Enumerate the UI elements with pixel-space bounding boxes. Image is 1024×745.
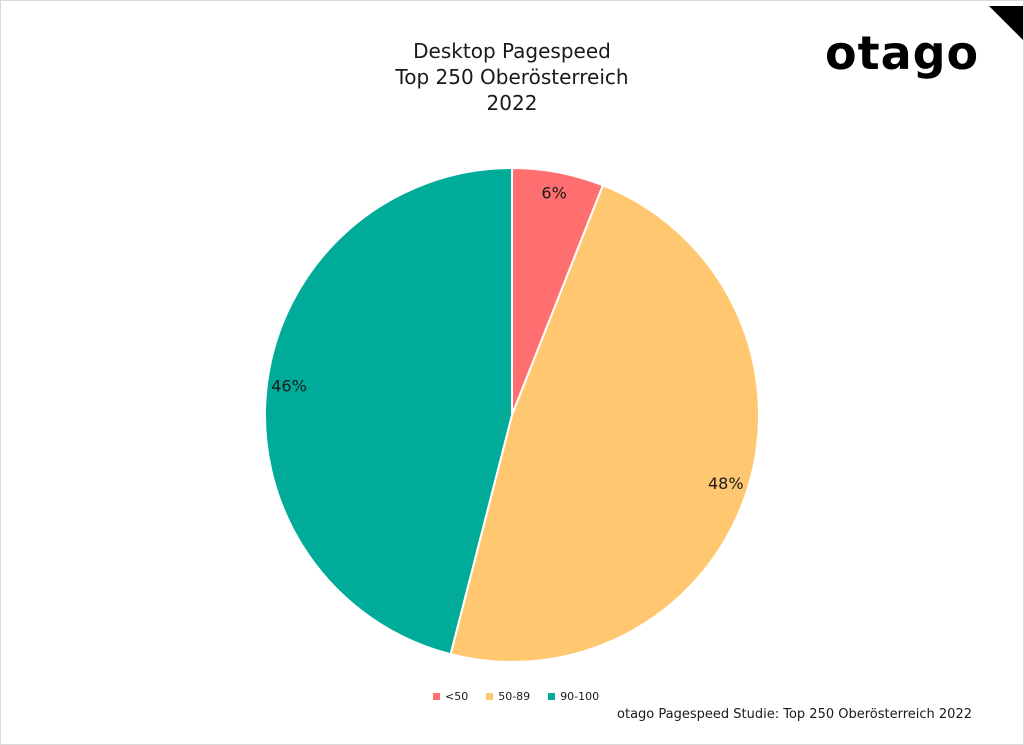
- pie-label-90-100: 46%: [271, 376, 307, 395]
- legend-label-90-100: 90-100: [560, 690, 600, 703]
- legend-swatch-90-100: [548, 693, 556, 700]
- source-note: otago Pagespeed Studie: Top 250 Oberöste…: [617, 707, 972, 722]
- pie-slice-50-89: [449, 184, 760, 663]
- legend-label-50-89: 50-89: [498, 690, 531, 703]
- logo-text: otago: [825, 26, 980, 80]
- legend-item-50-89: 50-89: [486, 690, 530, 703]
- otago-logo: otago: [825, 6, 1023, 80]
- pie-label-50-89: 48%: [708, 474, 744, 493]
- chart-title: Desktop Pagespeed Top 250 Oberösterreich…: [312, 38, 712, 116]
- chart-legend: <50 50-89 90-100: [433, 690, 599, 703]
- pie-slice-90-100: [264, 166, 513, 656]
- chart-title-line-3: 2022: [486, 91, 538, 115]
- legend-label-lt50: <50: [445, 690, 469, 703]
- logo-corner-mark: [989, 6, 1023, 40]
- chart-title-line-1: Desktop Pagespeed: [413, 39, 611, 63]
- legend-swatch-lt50: [433, 693, 440, 700]
- legend-swatch-50-89: [486, 693, 494, 700]
- pie-label-lt50: 6%: [541, 184, 566, 203]
- legend-item-90-100: 90-100: [548, 690, 599, 703]
- legend-item-lt50: <50: [433, 690, 468, 703]
- chart-title-line-2: Top 250 Oberösterreich: [395, 65, 629, 89]
